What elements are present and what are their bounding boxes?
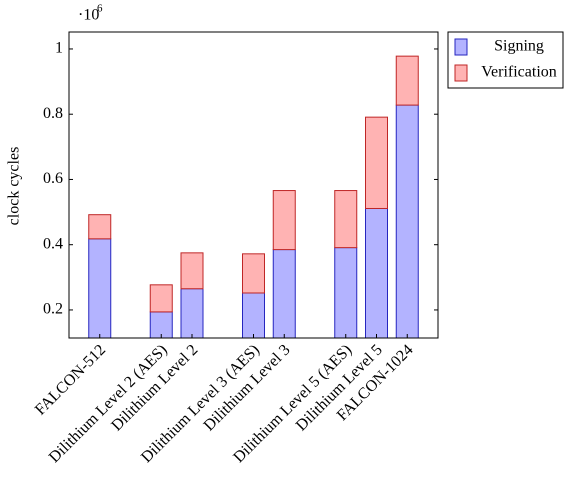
y-multiplier: ·10 (78, 7, 99, 24)
bar-segment (180, 252, 204, 290)
bar-segment (242, 292, 265, 339)
bar-segment (395, 55, 419, 106)
bar-segment (365, 207, 388, 339)
bar-segment (272, 249, 296, 339)
bar-segment (395, 104, 419, 339)
y-axis-label: clock cycles (6, 147, 23, 226)
legend-swatch (454, 64, 468, 82)
legend-swatch (454, 38, 468, 56)
bar-segment (180, 288, 204, 339)
y-tick-label: 1 (55, 40, 63, 57)
legend-label: Verification (481, 64, 557, 81)
legend-label: Signing (494, 38, 544, 55)
y-tick-label: 0.8 (43, 105, 63, 122)
bar-segment (242, 253, 265, 294)
bar-segment (365, 116, 388, 209)
bar-segment (334, 190, 358, 249)
y-tick-label: 0.2 (43, 301, 63, 318)
bar-segment (149, 284, 173, 313)
y-tick-label: 0.4 (43, 235, 63, 252)
y-multiplier-exponent: 6 (97, 3, 103, 15)
bar-segment (334, 247, 358, 339)
bar-segment (88, 238, 112, 339)
bar-segment (272, 190, 296, 251)
plot-frame (68, 31, 439, 339)
bar-segment (88, 214, 112, 240)
y-tick-label: 0.6 (43, 170, 63, 187)
